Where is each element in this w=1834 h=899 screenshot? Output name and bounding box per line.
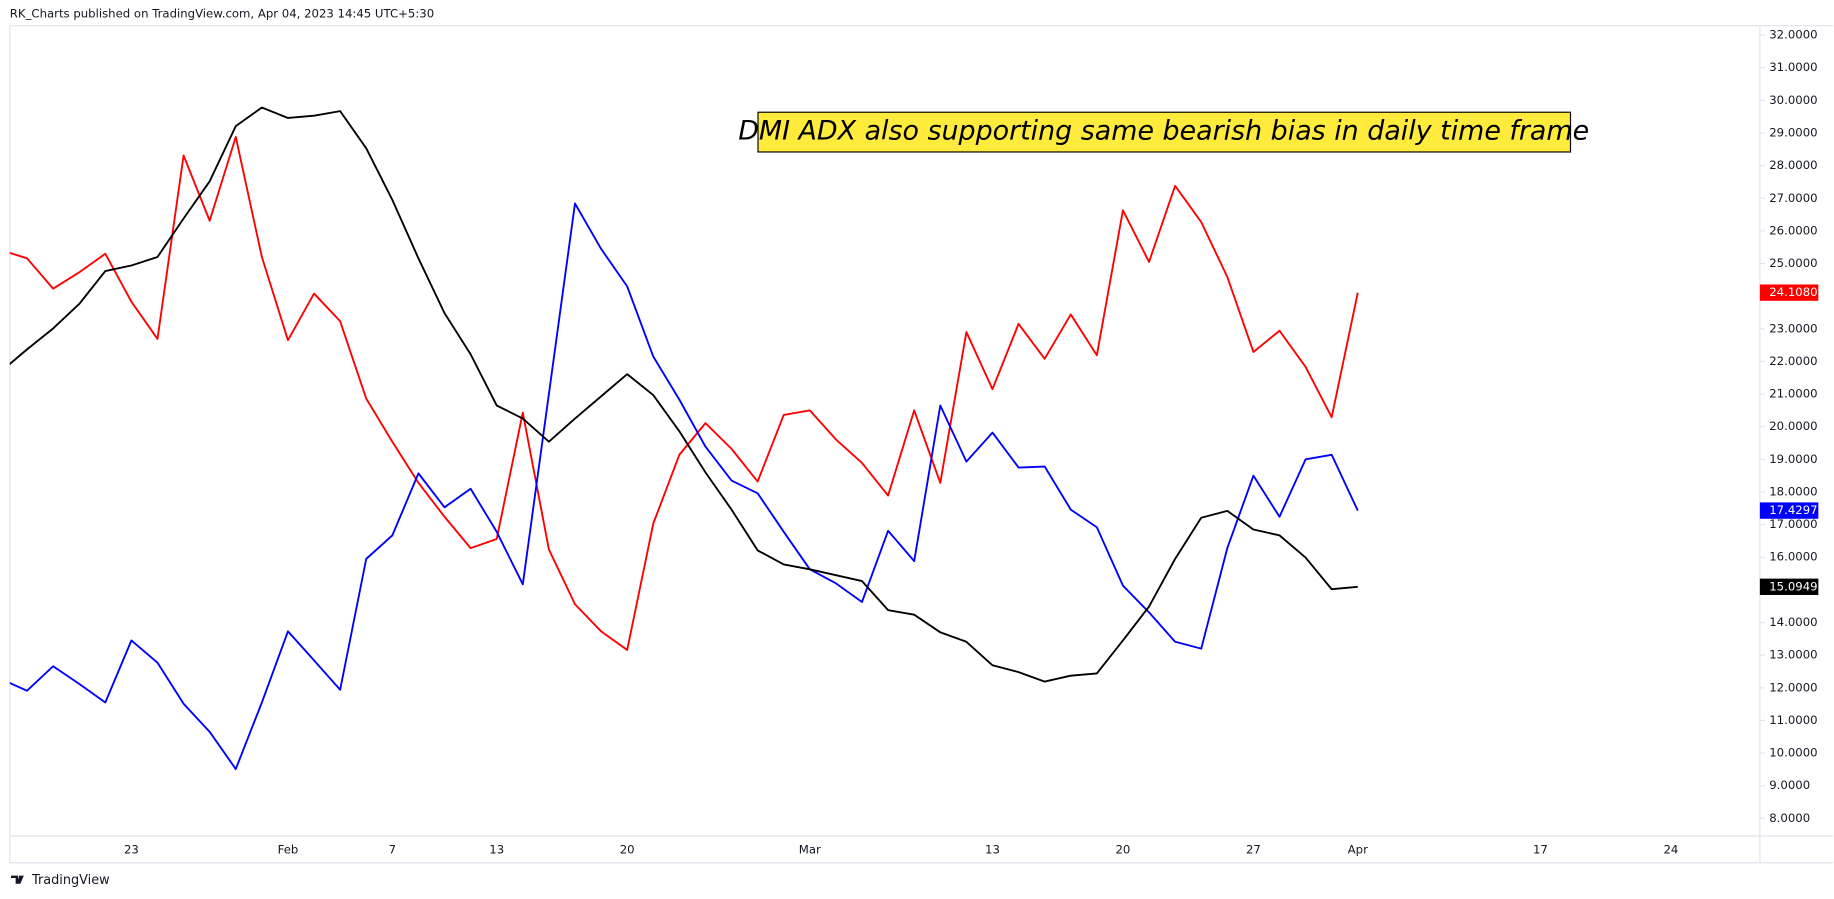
y-tick-label: 19.0000 (1769, 452, 1817, 466)
last-value-badge (1759, 578, 1819, 595)
x-tick-label: Apr (1348, 842, 1368, 856)
series-line (9, 106, 1358, 683)
y-tick-label: 21.0000 (1769, 387, 1817, 401)
series-line (9, 135, 1359, 651)
y-tick-label: 14.0000 (1769, 615, 1817, 629)
y-tick-label: 13.0000 (1769, 648, 1817, 662)
footer: TradingView (31, 873, 110, 888)
y-tick-label: 9.0000 (1769, 778, 1810, 792)
y-tick-label: 31.0000 (1769, 60, 1817, 74)
x-tick-label: 23 (124, 842, 139, 856)
plot (9, 106, 1359, 770)
series-line (9, 202, 1359, 770)
header: RK_Charts published on TradingView.com, … (10, 7, 434, 21)
x-tick-label: Mar (799, 842, 821, 856)
y-tick-label: 12.0000 (1769, 680, 1817, 694)
annotation: DMI ADX also supporting same bearish bia… (738, 116, 1589, 147)
y-tick-label: 25.0000 (1769, 256, 1817, 270)
y-tick-label: 8.0000 (1769, 811, 1810, 825)
x-tick-label: Feb (278, 842, 299, 856)
y-tick-label: 16.0000 (1769, 550, 1817, 564)
x-tick-label: 20 (620, 842, 635, 856)
y-tick-label: 30.0000 (1769, 93, 1817, 107)
x-tick-label: 13 (489, 842, 504, 856)
y-tick-label: 10.0000 (1769, 746, 1817, 760)
x-tick-label: 17 (1533, 842, 1548, 856)
y-tick-label: 20.0000 (1769, 419, 1817, 433)
last-value-label: 24.1080 (1769, 285, 1817, 299)
y-tick-label: 11.0000 (1769, 713, 1817, 727)
y-tick-label: 32.0000 (1769, 28, 1817, 42)
x-tick-label: 20 (1116, 842, 1131, 856)
last-value-label: 15.0949 (1769, 579, 1817, 593)
x-tick-label: 27 (1246, 842, 1261, 856)
y-tick-label: 22.0000 (1769, 354, 1817, 368)
y-tick-label: 27.0000 (1769, 191, 1817, 205)
annotation-box (757, 111, 1572, 153)
last-value-badge (1759, 284, 1819, 301)
footer-logo (10, 875, 24, 884)
x-tick-label: 13 (985, 842, 1000, 856)
y-tick-label: 29.0000 (1769, 125, 1817, 139)
y-tick-label: 23.0000 (1769, 321, 1817, 335)
y-tick-label: 18.0000 (1769, 484, 1817, 498)
last-value-label: 17.4297 (1769, 503, 1817, 517)
y-tick-label: 28.0000 (1769, 158, 1817, 172)
x-tick-label: 7 (389, 842, 396, 856)
last-value-badge (1759, 502, 1819, 519)
y-tick-label: 26.0000 (1769, 223, 1817, 237)
y-tick-label: 17.0000 (1769, 517, 1817, 531)
x-tick-label: 24 (1663, 842, 1678, 856)
logo-mark (10, 875, 24, 884)
